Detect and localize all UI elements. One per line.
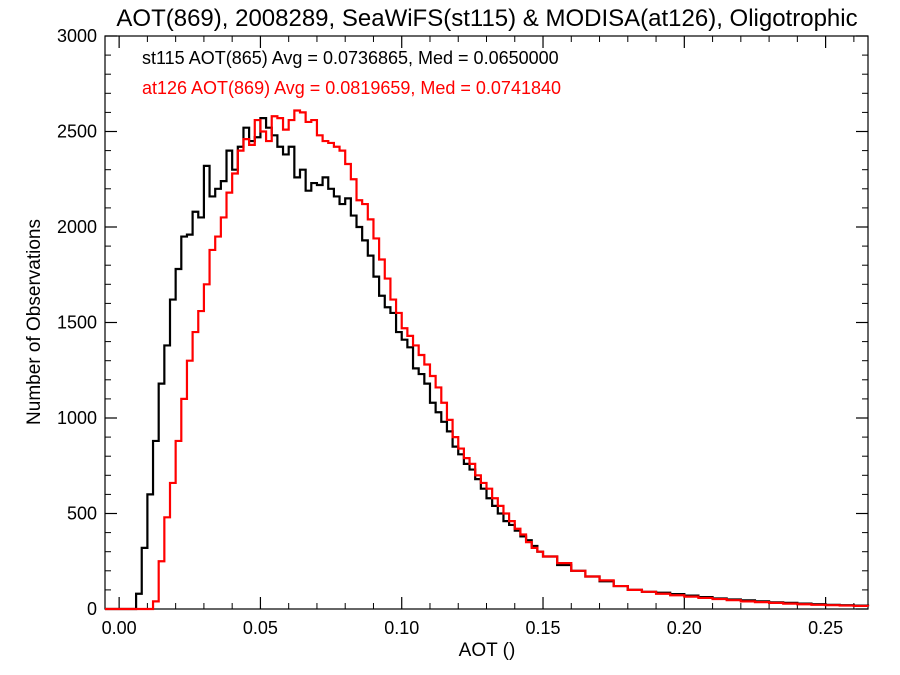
- x-tick-label: 0.25: [808, 618, 843, 638]
- x-tick-label: 0.20: [667, 618, 702, 638]
- series-layer: [105, 109, 870, 611]
- y-axis: 0 500 1000 1500 2000 2500 3000: [57, 26, 868, 619]
- legend-entry-at126: at126 AOT(869) Avg = 0.0819659, Med = 0.…: [142, 78, 561, 98]
- y-tick-label: 1000: [57, 408, 97, 428]
- y-tick-label: 0: [87, 599, 97, 619]
- y-tick-label: 2500: [57, 122, 97, 142]
- chart-title: AOT(869), 2008289, SeaWiFS(st115) & MODI…: [116, 5, 857, 32]
- legend: st115 AOT(865) Avg = 0.0736865, Med = 0.…: [142, 48, 561, 98]
- series-at126-histogram: [105, 109, 870, 611]
- plot-area: [104, 35, 869, 610]
- x-axis: 0.00 0.05 0.10 0.15 0.20 0.25: [102, 36, 855, 638]
- x-axis-label: AOT (): [459, 640, 516, 661]
- series-st115-histogram: [105, 117, 870, 611]
- y-axis-label: Number of Observations: [24, 219, 45, 425]
- plot-frame: [104, 35, 869, 610]
- x-tick-label: 0.00: [102, 618, 137, 638]
- y-tick-label: 1500: [57, 313, 97, 333]
- x-tick-label: 0.05: [243, 618, 278, 638]
- x-tick-label: 0.10: [384, 618, 419, 638]
- y-tick-label: 500: [67, 504, 97, 524]
- x-tick-label: 0.15: [525, 618, 560, 638]
- y-tick-label: 3000: [57, 26, 97, 46]
- legend-entry-st115: st115 AOT(865) Avg = 0.0736865, Med = 0.…: [142, 48, 559, 68]
- y-tick-label: 2000: [57, 217, 97, 237]
